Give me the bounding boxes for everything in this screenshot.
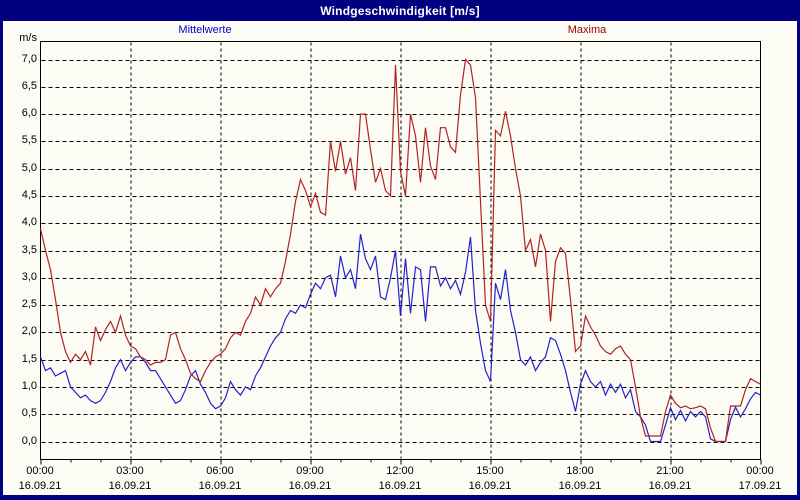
x-tick-date-label: 16.09.21 <box>108 480 152 492</box>
y-tick-label: 7,0 <box>21 52 37 65</box>
y-tick-label: 4,0 <box>21 216 37 229</box>
x-tick-date-label: 16.09.21 <box>198 480 242 492</box>
title-bar: Windgeschwindigkeit [m/s] <box>3 0 797 21</box>
y-tick-label: 5,0 <box>21 161 37 174</box>
x-tick-date-label: 16.09.21 <box>378 480 422 492</box>
y-tick-label: 3,0 <box>21 270 37 283</box>
y-tick-label: 1,5 <box>21 352 37 365</box>
y-tick-label: 6,0 <box>21 107 37 120</box>
x-tick-time-label: 00:00 <box>746 465 774 477</box>
y-tick-label: 2,5 <box>21 298 37 311</box>
y-tick-label: 4,5 <box>21 188 37 201</box>
y-tick-label: 5,5 <box>21 134 37 147</box>
x-tick-time-label: 06:00 <box>206 465 234 477</box>
chart-title: Windgeschwindigkeit [m/s] <box>320 3 480 18</box>
y-tick-label: 0,5 <box>21 407 37 420</box>
x-tick-date-label: 16.09.21 <box>468 480 512 492</box>
x-tick-time-label: 18:00 <box>566 465 594 477</box>
legend-maxima-label: Maxima <box>567 24 607 36</box>
legend-mittelwerte-label: Mittelwerte <box>178 24 232 36</box>
y-tick-label: 1,0 <box>21 379 37 392</box>
x-tick-date-label: 16.09.21 <box>18 480 62 492</box>
x-tick-date-label: 16.09.21 <box>288 480 332 492</box>
y-tick-label: 2,0 <box>21 325 37 338</box>
x-tick-time-label: 21:00 <box>656 465 684 477</box>
x-tick-date-label: 16.09.21 <box>558 480 602 492</box>
y-tick-label: 6,5 <box>21 79 37 92</box>
y-axis-unit-label: m/s <box>19 32 37 44</box>
x-tick-date-label: 17.09.21 <box>738 480 782 492</box>
x-tick-date-label: 16.09.21 <box>648 480 692 492</box>
y-tick-label: 3,5 <box>21 243 37 256</box>
x-tick-time-label: 09:00 <box>296 465 324 477</box>
x-tick-time-label: 15:00 <box>476 465 504 477</box>
series-line-maxima <box>39 58 761 443</box>
x-tick-time-label: 12:00 <box>386 465 414 477</box>
x-tick-time-label: 03:00 <box>116 465 144 477</box>
x-tick-time-label: 00:00 <box>26 465 54 477</box>
y-tick-label: 0,0 <box>21 434 37 447</box>
